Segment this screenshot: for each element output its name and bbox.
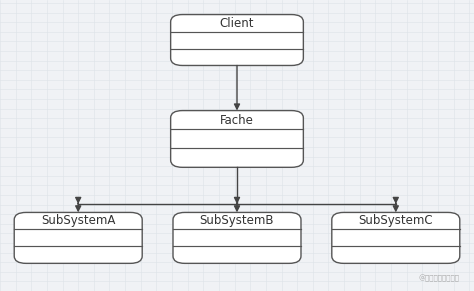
- Text: @稀土掘金技术社区: @稀土掘金技术社区: [419, 275, 460, 282]
- Text: SubSystemA: SubSystemA: [41, 214, 115, 228]
- FancyBboxPatch shape: [171, 111, 303, 167]
- FancyBboxPatch shape: [171, 15, 303, 65]
- Text: Fache: Fache: [220, 113, 254, 127]
- Text: SubSystemB: SubSystemB: [200, 214, 274, 228]
- Text: SubSystemC: SubSystemC: [358, 214, 433, 228]
- FancyBboxPatch shape: [173, 212, 301, 263]
- Text: Client: Client: [220, 17, 254, 30]
- FancyBboxPatch shape: [332, 212, 460, 263]
- FancyBboxPatch shape: [14, 212, 142, 263]
